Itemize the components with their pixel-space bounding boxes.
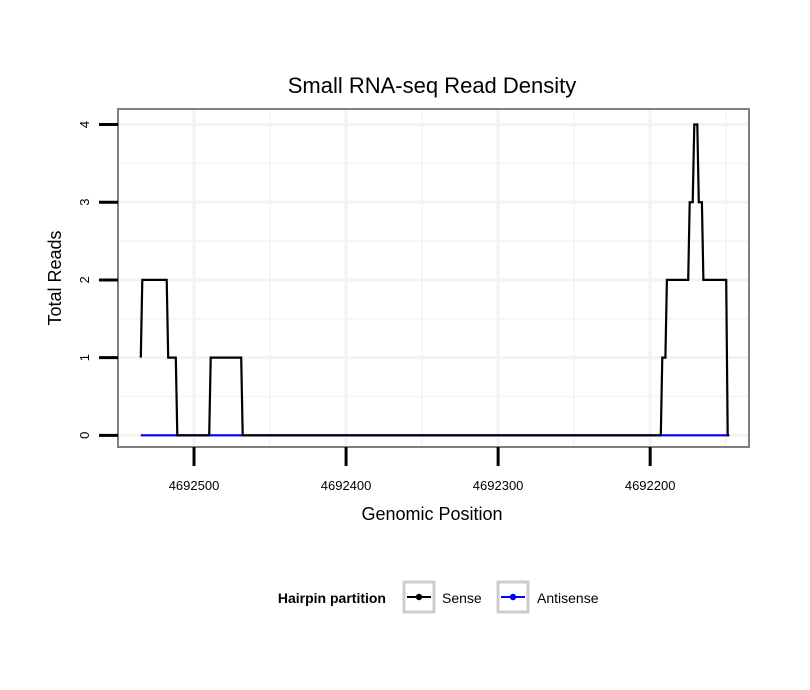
legend-point-antisense	[509, 593, 517, 601]
plot-panel	[117, 108, 750, 448]
x-tick-label: 4692500	[169, 478, 220, 493]
y-axis-label: Total Reads	[45, 230, 65, 325]
y-tick-label: 2	[77, 276, 92, 283]
legend-title: Hairpin partition	[278, 590, 386, 606]
chart-title: Small RNA-seq Read Density	[288, 73, 577, 98]
y-tick-label: 4	[77, 121, 92, 128]
legend-point-sense	[415, 593, 423, 601]
x-tick-label: 4692400	[321, 478, 372, 493]
y-tick-label: 3	[77, 199, 92, 206]
y-axis: 0 1 2 3 4	[77, 121, 118, 439]
series-group	[139, 123, 730, 437]
legend-label-antisense: Antisense	[537, 590, 599, 606]
legend: Hairpin partition Sense Antisense	[278, 580, 599, 614]
grid	[118, 109, 749, 447]
series-line-sense	[139, 123, 730, 437]
legend-item-sense[interactable]: Sense	[402, 580, 482, 614]
x-tick-label: 4692200	[625, 478, 676, 493]
legend-item-antisense[interactable]: Antisense	[496, 580, 599, 614]
legend-label-sense: Sense	[442, 590, 482, 606]
x-axis-label: Genomic Position	[361, 504, 502, 524]
x-axis: 4692500 4692400 4692300 4692200	[169, 447, 676, 493]
x-tick-label: 4692300	[473, 478, 524, 493]
y-tick-label: 0	[77, 432, 92, 439]
y-tick-label: 1	[77, 354, 92, 361]
